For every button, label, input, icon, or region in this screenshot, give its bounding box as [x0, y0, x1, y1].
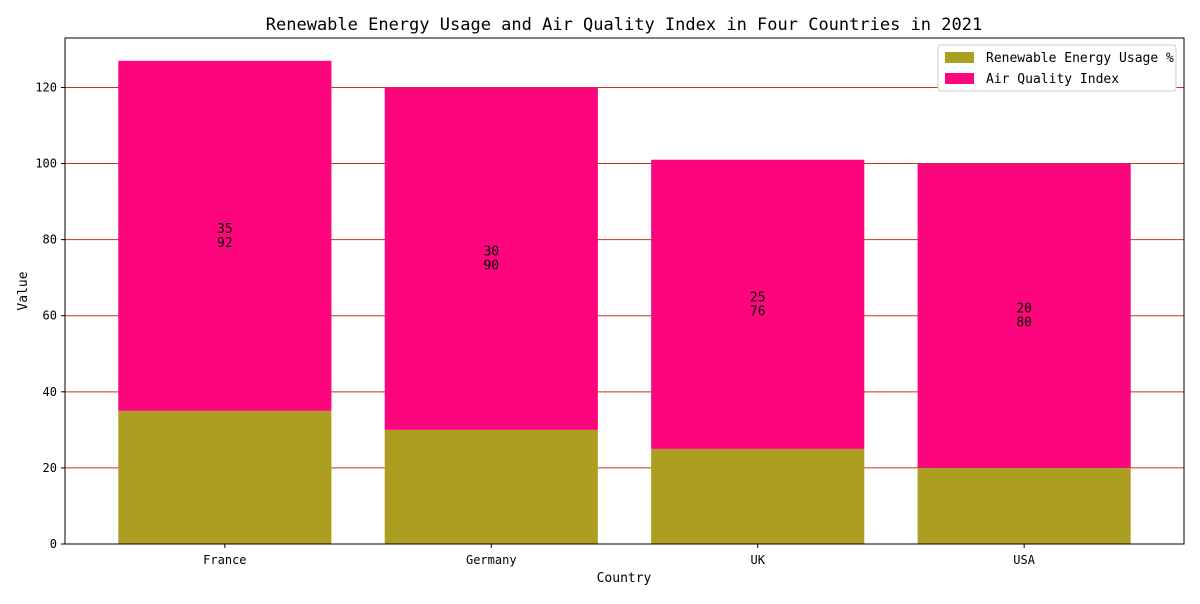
bar-renewable-energy: [384, 429, 598, 544]
x-axis-label: Country: [597, 571, 652, 586]
data-label: 25: [750, 290, 766, 305]
y-tick-label: 100: [35, 157, 57, 171]
y-tick-label: 120: [35, 80, 57, 94]
y-tick-label: 60: [43, 309, 57, 323]
data-label: 90: [483, 259, 499, 274]
x-tick-label: UK: [750, 553, 765, 567]
y-axis-label: Value: [16, 271, 31, 310]
y-tick-label: 20: [43, 461, 57, 475]
legend-label: Renewable Energy Usage %: [986, 51, 1174, 66]
data-label: 92: [217, 236, 233, 251]
y-tick-label: 80: [43, 233, 57, 247]
x-axis: France Germany UK USA: [203, 544, 1036, 567]
y-axis: 0 20 40 60 80 100 120: [35, 80, 65, 551]
x-tick-label: France: [203, 553, 246, 567]
bar-air-quality: [118, 60, 332, 411]
legend-swatch: [945, 52, 974, 63]
bar-air-quality: [917, 163, 1131, 468]
plot-frame: [64, 37, 1185, 545]
data-label: 80: [1016, 316, 1032, 331]
bar-air-quality: [651, 159, 865, 449]
data-label: 35: [217, 222, 233, 237]
legend-label: Air Quality Index: [986, 72, 1119, 87]
data-label: 20: [1016, 302, 1032, 317]
x-tick-label: USA: [1013, 553, 1035, 567]
legend-frame: [937, 44, 1177, 92]
bar-air-quality: [384, 87, 598, 430]
legend: Renewable Energy Usage % Air Quality Inde…: [937, 44, 1177, 92]
bar-renewable-energy: [118, 410, 332, 544]
bars: [118, 60, 1131, 544]
y-tick-label: 0: [50, 537, 57, 551]
legend-swatch: [945, 73, 974, 84]
x-tick-label: Germany: [466, 553, 517, 567]
bar-renewable-energy: [917, 467, 1131, 544]
bar-renewable-energy: [651, 448, 865, 544]
data-label: 76: [750, 304, 766, 319]
y-tick-label: 40: [43, 385, 57, 399]
chart-title: Renewable Energy Usage and Air Quality I…: [266, 15, 982, 35]
data-label: 30: [483, 245, 499, 260]
